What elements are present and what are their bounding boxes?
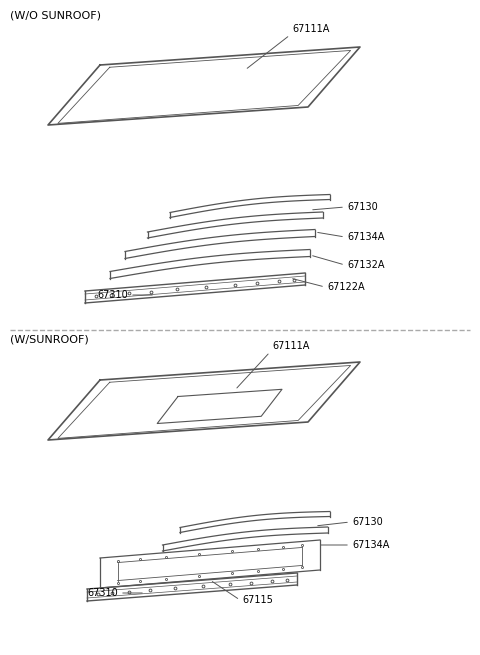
Text: 67134A: 67134A <box>352 540 389 550</box>
Text: 67111A: 67111A <box>272 341 310 351</box>
Text: 67130: 67130 <box>352 517 383 527</box>
Text: 67111A: 67111A <box>292 24 329 34</box>
Text: 67122A: 67122A <box>327 282 365 292</box>
Text: 67115: 67115 <box>242 595 273 605</box>
Text: (W/O SUNROOF): (W/O SUNROOF) <box>10 10 101 20</box>
Text: 67310: 67310 <box>87 588 118 598</box>
Text: 67132A: 67132A <box>347 260 384 270</box>
Text: 67134A: 67134A <box>347 232 384 242</box>
Text: (W/SUNROOF): (W/SUNROOF) <box>10 335 89 345</box>
Text: 67310: 67310 <box>97 290 128 300</box>
Text: 67130: 67130 <box>347 202 378 212</box>
